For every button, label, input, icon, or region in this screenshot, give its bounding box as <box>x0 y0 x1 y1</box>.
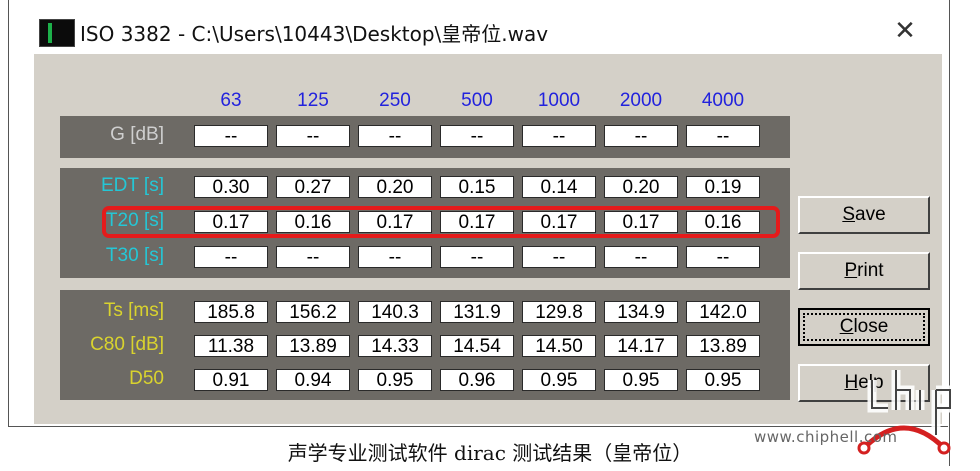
value-cell: -- <box>276 246 350 268</box>
value-cell: 134.9 <box>604 301 678 323</box>
value-cell: -- <box>194 125 268 147</box>
frequency-header: 2000 <box>619 90 663 111</box>
value-cell: 0.17 <box>358 211 432 233</box>
save-mnemonic: S <box>842 204 856 225</box>
row-label: T30 [s] <box>105 245 164 266</box>
row-label: EDT [s] <box>101 175 164 196</box>
caption-bar: 声学专业测试软件 dirac 测试结果（皇帝位） <box>8 426 948 471</box>
screenshot-frame <box>8 0 950 466</box>
value-cell: 0.20 <box>358 176 432 198</box>
value-cell: 0.94 <box>276 369 350 391</box>
value-cell: 14.33 <box>358 335 432 357</box>
value-cell: 0.95 <box>522 369 596 391</box>
iso3382-dialog: ISO 3382 - C:\Users\10443\Desktop\皇帝位.wa… <box>10 10 942 424</box>
value-cell: 14.17 <box>604 335 678 357</box>
frequency-header: 125 <box>297 90 329 111</box>
value-cell: 185.8 <box>194 301 268 323</box>
help-button[interactable]: Help <box>798 364 930 402</box>
row-label: T20 [s] <box>105 210 164 231</box>
value-cell: -- <box>522 246 596 268</box>
value-cell: 0.91 <box>194 369 268 391</box>
value-cell: 140.3 <box>358 301 432 323</box>
value-cell: -- <box>276 125 350 147</box>
value-cell: 0.19 <box>686 176 760 198</box>
value-cell: -- <box>604 125 678 147</box>
row-label: Ts [ms] <box>103 300 164 321</box>
value-cell: -- <box>604 246 678 268</box>
save-label: ave <box>855 204 886 225</box>
close-mnemonic: C <box>839 316 854 337</box>
value-cell: 0.17 <box>194 211 268 233</box>
value-cell: 0.95 <box>686 369 760 391</box>
value-cell: -- <box>686 125 760 147</box>
value-cell: 13.89 <box>276 335 350 357</box>
dialog-client-area: 63 125 250 500 1000 2000 4000 G [dB] -- -- -- -- --… <box>34 54 942 424</box>
close-label: lose <box>853 316 889 337</box>
value-cell: -- <box>358 125 432 147</box>
app-icon <box>39 19 75 47</box>
value-cell: 11.38 <box>194 335 268 357</box>
row-label: G [dB] <box>110 124 164 145</box>
watermark-text: www.chiphell.com <box>754 428 898 446</box>
value-cell: -- <box>522 125 596 147</box>
title-bar: ISO 3382 - C:\Users\10443\Desktop\皇帝位.wa… <box>10 10 942 54</box>
value-cell: -- <box>440 246 514 268</box>
value-cell: 0.17 <box>604 211 678 233</box>
frequency-header: 4000 <box>701 90 745 111</box>
value-cell: -- <box>686 246 760 268</box>
value-cell: -- <box>358 246 432 268</box>
frequency-header: 1000 <box>537 90 581 111</box>
value-cell: 0.16 <box>276 211 350 233</box>
value-cell: 0.95 <box>604 369 678 391</box>
value-cell: 0.17 <box>440 211 514 233</box>
value-cell: 0.96 <box>440 369 514 391</box>
print-button[interactable]: Print <box>798 252 930 290</box>
value-cell: 0.14 <box>522 176 596 198</box>
help-mnemonic: H <box>844 372 859 393</box>
row-label: C80 [dB] <box>90 334 164 355</box>
close-button[interactable]: Close <box>798 308 930 346</box>
value-cell: 14.54 <box>440 335 514 357</box>
value-cell: 142.0 <box>686 301 760 323</box>
window-title: ISO 3382 - C:\Users\10443\Desktop\皇帝位.wa… <box>80 22 549 46</box>
value-cell: 0.15 <box>440 176 514 198</box>
value-cell: -- <box>440 125 514 147</box>
save-button[interactable]: Save <box>798 196 930 234</box>
print-label: rint <box>857 260 884 281</box>
help-label: elp <box>858 372 884 393</box>
value-cell: 0.17 <box>522 211 596 233</box>
value-cell: 0.30 <box>194 176 268 198</box>
value-cell: 0.16 <box>686 211 760 233</box>
frequency-header: 63 <box>220 90 242 111</box>
value-cell: 131.9 <box>440 301 514 323</box>
value-cell: 14.50 <box>522 335 596 357</box>
frequency-header: 250 <box>379 90 411 111</box>
image-caption: 声学专业测试软件 dirac 测试结果（皇帝位） <box>287 441 693 465</box>
value-cell: -- <box>194 246 268 268</box>
value-cell: 129.8 <box>522 301 596 323</box>
print-mnemonic: P <box>844 260 858 281</box>
value-cell: 0.20 <box>604 176 678 198</box>
value-cell: 0.95 <box>358 369 432 391</box>
value-cell: 0.27 <box>276 176 350 198</box>
row-label: D50 <box>129 368 164 389</box>
close-icon[interactable]: ✕ <box>894 16 916 46</box>
frequency-header: 500 <box>461 90 493 111</box>
value-cell: 13.89 <box>686 335 760 357</box>
value-cell: 156.2 <box>276 301 350 323</box>
